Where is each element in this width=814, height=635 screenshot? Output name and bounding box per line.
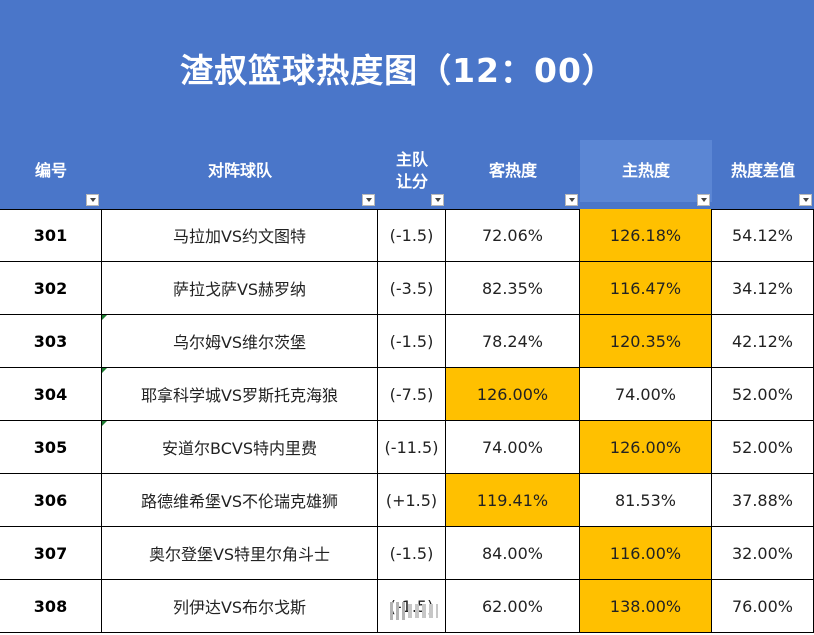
column-header-home-heat: 主热度 — [580, 140, 712, 202]
cell-handicap[interactable]: (-1.5) — [378, 209, 446, 262]
filter-dropdown-home-heat[interactable] — [697, 194, 710, 206]
cell-id[interactable]: 307 — [0, 527, 102, 580]
cell-handicap[interactable]: (-3.5) — [378, 262, 446, 315]
cell-handicap[interactable]: (-11.5) — [378, 421, 446, 474]
cell-id[interactable]: 302 — [0, 262, 102, 315]
column-header-id: 编号 — [34, 161, 67, 180]
cell-match[interactable]: 奥尔登堡VS特里尔角斗士 — [102, 527, 378, 580]
cell-away-heat[interactable]: 84.00% — [446, 527, 580, 580]
cell-home-heat[interactable]: 120.35% — [580, 315, 712, 368]
table-row: 301 马拉加VS约文图特 (-1.5) 72.06% 126.18% 54.12% — [0, 209, 814, 262]
cell-match[interactable]: 路德维希堡VS不伦瑞克雄狮 — [102, 474, 378, 527]
filter-dropdown-id[interactable] — [86, 194, 99, 206]
cell-away-heat[interactable]: 78.24% — [446, 315, 580, 368]
grid-top-border — [0, 209, 814, 210]
cell-diff[interactable]: 76.00% — [712, 580, 814, 633]
filter-dropdown-handicap[interactable] — [431, 194, 444, 206]
cell-id[interactable]: 304 — [0, 368, 102, 421]
sheet-title: 渣叔篮球热度图（12：00） — [180, 51, 616, 90]
cell-diff[interactable]: 52.00% — [712, 421, 814, 474]
cell-id[interactable]: 308 — [0, 580, 102, 633]
cell-handicap[interactable]: (-1.5) — [378, 315, 446, 368]
table-row: 303 乌尔姆VS维尔茨堡 (-1.5) 78.24% 120.35% 42.12% — [0, 315, 814, 368]
column-header-match: 对阵球队 — [207, 161, 272, 180]
cell-home-heat[interactable]: 126.18% — [580, 209, 712, 262]
table-row: 305 安道尔BCVS特内里费 (-11.5) 74.00% 126.00% 52.00% — [0, 421, 814, 474]
table-row: 307 奥尔登堡VS特里尔角斗士 (-1.5) 84.00% 116.00% 32.00% — [0, 527, 814, 580]
cell-diff[interactable]: 34.12% — [712, 262, 814, 315]
cell-handicap[interactable]: (-7.5) — [378, 368, 446, 421]
cell-handicap[interactable]: (-1.5) — [378, 527, 446, 580]
cell-away-heat[interactable]: 82.35% — [446, 262, 580, 315]
cell-away-heat[interactable]: 119.41% — [446, 474, 580, 527]
cell-diff[interactable]: 37.88% — [712, 474, 814, 527]
cell-diff[interactable]: 42.12% — [712, 315, 814, 368]
cell-diff[interactable]: 54.12% — [712, 209, 814, 262]
table-row: 302 萨拉戈萨VS赫罗纳 (-3.5) 82.35% 116.47% 34.12% — [0, 262, 814, 315]
filter-dropdown-diff[interactable] — [799, 194, 812, 206]
cell-match[interactable]: 耶拿科学城VS罗斯托克海狼 — [102, 368, 378, 421]
table-row: 306 路德维希堡VS不伦瑞克雄狮 (+1.5) 119.41% 81.53% 37.88… — [0, 474, 814, 527]
cell-id[interactable]: 306 — [0, 474, 102, 527]
cell-id[interactable]: 303 — [0, 315, 102, 368]
cell-home-heat[interactable]: 126.00% — [580, 421, 712, 474]
cell-id[interactable]: 305 — [0, 421, 102, 474]
watermark-icon — [390, 598, 482, 624]
cell-match[interactable]: 萨拉戈萨VS赫罗纳 — [102, 262, 378, 315]
cell-away-heat[interactable]: 74.00% — [446, 421, 580, 474]
table-row: 304 耶拿科学城VS罗斯托克海狼 (-7.5) 126.00% 74.00% 52.00… — [0, 368, 814, 421]
filter-dropdown-match[interactable] — [362, 194, 375, 206]
cell-home-heat[interactable]: 116.00% — [580, 527, 712, 580]
column-header-handicap: 主队 让分 — [395, 150, 428, 191]
cell-away-heat[interactable]: 126.00% — [446, 368, 580, 421]
cell-match[interactable]: 列伊达VS布尔戈斯 — [102, 580, 378, 633]
cell-match[interactable]: 乌尔姆VS维尔茨堡 — [102, 315, 378, 368]
cell-match[interactable]: 马拉加VS约文图特 — [102, 209, 378, 262]
cell-away-heat[interactable]: 62.00% — [446, 580, 580, 633]
cell-match[interactable]: 安道尔BCVS特内里费 — [102, 421, 378, 474]
cell-id[interactable]: 301 — [0, 209, 102, 262]
cell-away-heat[interactable]: 72.06% — [446, 209, 580, 262]
column-header-away-heat: 客热度 — [488, 161, 537, 180]
cell-home-heat[interactable]: 138.00% — [580, 580, 712, 633]
column-header-diff: 热度差值 — [730, 161, 795, 180]
cell-home-heat[interactable]: 74.00% — [580, 368, 712, 421]
cell-diff[interactable]: 32.00% — [712, 527, 814, 580]
cell-diff[interactable]: 52.00% — [712, 368, 814, 421]
filter-dropdown-away-heat[interactable] — [565, 194, 578, 206]
cell-handicap[interactable]: (+1.5) — [378, 474, 446, 527]
cell-home-heat[interactable]: 116.47% — [580, 262, 712, 315]
cell-home-heat[interactable]: 81.53% — [580, 474, 712, 527]
